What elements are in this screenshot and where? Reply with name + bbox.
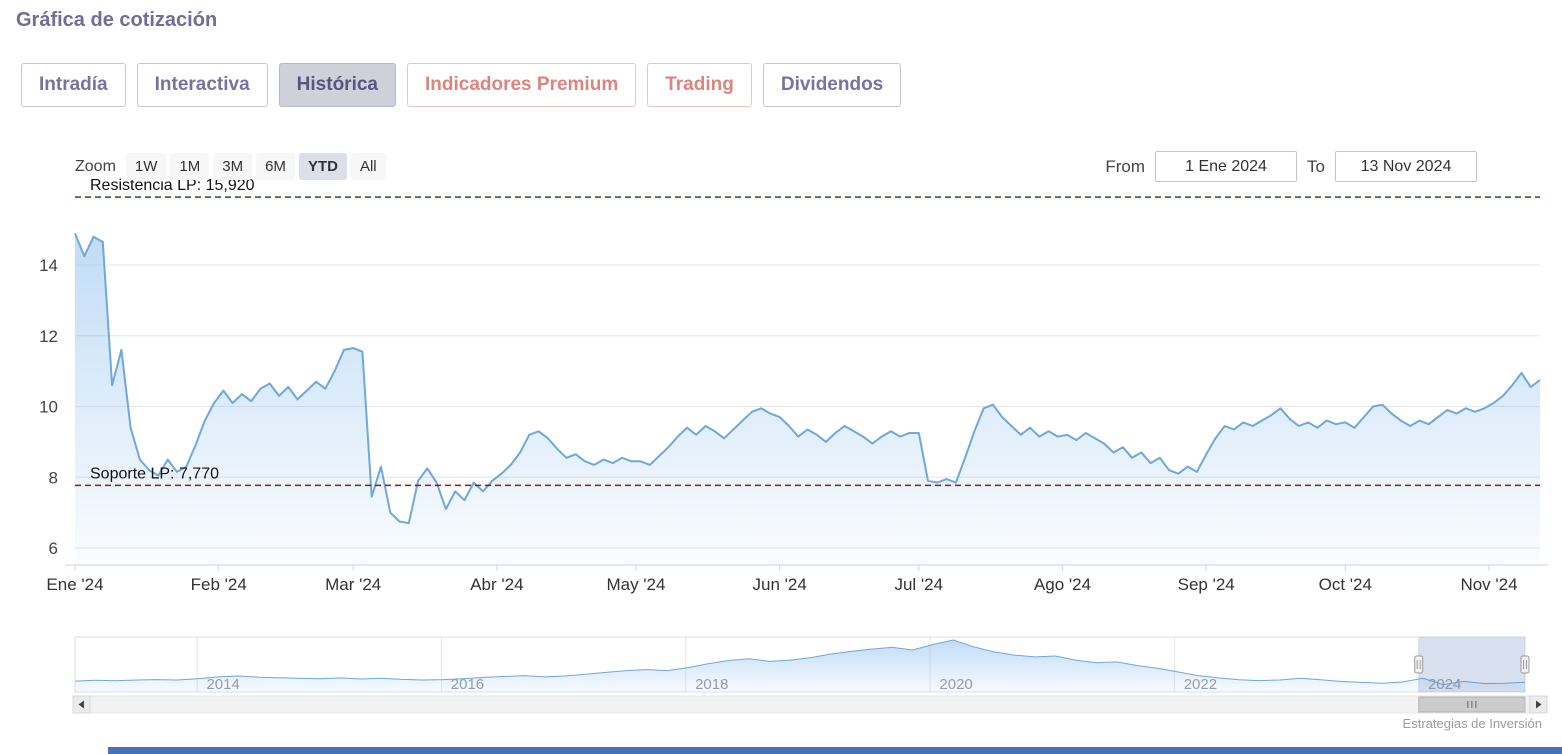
to-label: To [1307, 156, 1325, 176]
chart-type-tabs: Intradía Interactiva Histórica Indicadores … [21, 63, 902, 107]
navigator-area-fill [75, 640, 1525, 692]
x-axis-label: Abr '24 [470, 575, 523, 594]
navigator-left-handle[interactable] [1414, 655, 1424, 674]
soporte-label: Soporte LP: 7,770 [90, 465, 219, 482]
credit-text: Estrategias de Inversión [1402, 716, 1542, 731]
scrollbar-left-arrow-icon[interactable] [72, 695, 91, 714]
tab-trading[interactable]: Trading [647, 63, 752, 107]
plot-area[interactable] [75, 176, 1540, 565]
x-axis-label: Ene '24 [46, 575, 103, 594]
y-axis-label: 12 [39, 327, 58, 346]
date-range-inputs: From To [1105, 151, 1477, 182]
x-axis-label: Nov '24 [1460, 575, 1517, 594]
x-axis-label: Sep '24 [1178, 575, 1235, 594]
price-line [74, 232, 1541, 525]
x-axis-label: Mar '24 [325, 575, 381, 594]
tab-indicadores-premium[interactable]: Indicadores Premium [406, 63, 637, 107]
tab-intradia[interactable]: Intradía [21, 63, 126, 107]
x-axis-label: Jul '24 [894, 575, 943, 594]
tab-dividendos[interactable]: Dividendos [762, 63, 902, 107]
x-axis-label: Oct '24 [1319, 575, 1372, 594]
zoom-ytd-button[interactable]: YTD [298, 153, 347, 180]
y-axis-label: 10 [39, 398, 58, 417]
range-selector: Zoom 1W 1M 3M 6M YTD All [75, 153, 386, 180]
y-axis-label: 6 [49, 539, 58, 558]
x-axis-label: Jun '24 [753, 575, 807, 594]
zoom-all-button[interactable]: All [350, 153, 386, 180]
zoom-1w-button[interactable]: 1W [125, 153, 167, 180]
zoom-label: Zoom [75, 157, 116, 175]
from-label: From [1105, 156, 1146, 176]
scrollbar-right-arrow-icon[interactable] [1529, 695, 1548, 714]
price-area-fill [75, 233, 1540, 565]
y-axis-label: 14 [39, 256, 58, 275]
from-date-input[interactable] [1155, 151, 1298, 182]
navigator-selected-range[interactable] [1418, 637, 1525, 692]
tab-interactiva[interactable]: Interactiva [136, 63, 268, 107]
x-axis-label: Ago '24 [1034, 575, 1091, 594]
tab-historica[interactable]: Histórica [278, 63, 396, 107]
y-axis-label: 8 [49, 468, 58, 487]
navigator-line [74, 639, 1526, 686]
scrollbar-track[interactable] [89, 695, 1531, 714]
resistencia-label: Resistencia LP: 15,920 [90, 177, 255, 194]
zoom-3m-button[interactable]: 3M [213, 153, 253, 180]
x-axis-label: May '24 [606, 575, 665, 594]
zoom-buttons: 1W 1M 3M 6M YTD All [125, 153, 386, 180]
bottom-blue-strip [108, 747, 1562, 754]
to-date-input[interactable] [1335, 151, 1477, 182]
zoom-6m-button[interactable]: 6M [256, 153, 295, 180]
zoom-1m-button[interactable]: 1M [170, 153, 210, 180]
x-axis-label: Feb '24 [191, 575, 247, 594]
page-title: Gráfica de cotización [16, 9, 218, 31]
navigator-right-handle[interactable] [1520, 655, 1530, 674]
